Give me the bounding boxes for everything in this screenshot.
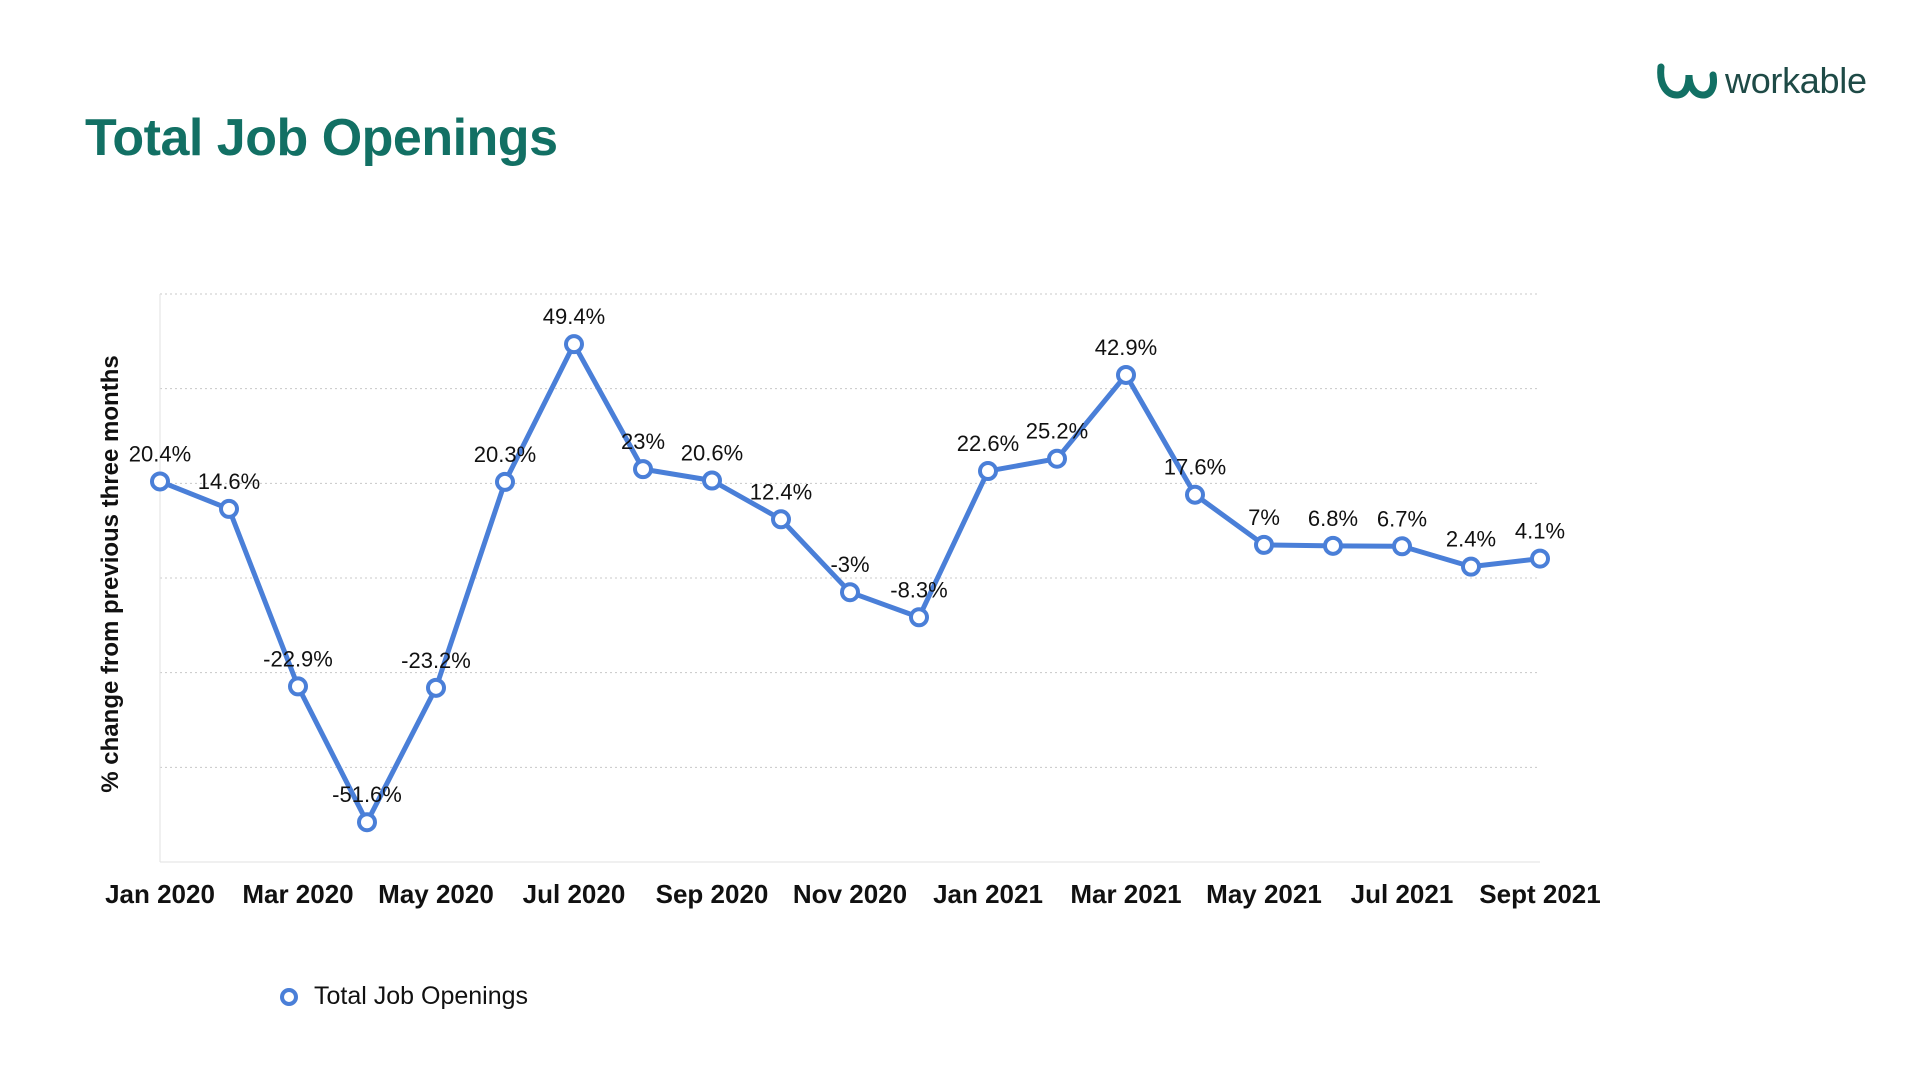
data-point — [426, 677, 446, 698]
y-axis-label: % change from previous three months — [97, 355, 124, 792]
x-tick-label: Nov 2020 — [793, 879, 907, 909]
data-label: 2.4% — [1446, 527, 1496, 552]
data-label: 14.6% — [198, 469, 260, 494]
data-label: 12.4% — [750, 479, 812, 504]
data-label: 42.9% — [1095, 335, 1157, 360]
data-label: 6.7% — [1377, 506, 1427, 531]
x-tick-label: Jan 2021 — [933, 879, 1043, 909]
data-point — [978, 461, 998, 482]
x-tick-label: Jul 2021 — [1351, 879, 1454, 909]
chart-title: Total Job Openings — [85, 109, 558, 167]
data-label: 49.4% — [543, 304, 605, 329]
data-point — [1047, 448, 1067, 469]
data-point — [288, 676, 308, 697]
x-tick-label: Jan 2020 — [105, 879, 215, 909]
data-points — [150, 334, 1550, 833]
data-label: -8.3% — [890, 577, 947, 602]
data-label: 7% — [1248, 505, 1280, 530]
data-label: 6.8% — [1308, 506, 1358, 531]
x-tick-label: Mar 2020 — [242, 879, 353, 909]
x-tick-label: Mar 2021 — [1070, 879, 1181, 909]
data-label: 20.3% — [474, 442, 536, 467]
logo-text: workable — [1725, 60, 1867, 101]
workable-w-icon — [1657, 63, 1717, 99]
data-point — [357, 812, 377, 833]
data-label: 23% — [621, 429, 665, 454]
data-point — [495, 471, 515, 492]
data-label: -23.2% — [401, 648, 471, 673]
legend-marker-icon — [280, 987, 298, 1006]
data-point — [1185, 484, 1205, 505]
data-label: -51.6% — [332, 782, 402, 807]
data-point — [909, 607, 929, 628]
x-tick-labels: Jan 2020 Mar 2020 May 2020 Jul 2020 Sep 2020… — [105, 879, 1601, 909]
data-labels: 20.4% 14.6% -22.9% -51.6% -23.2% 20.3% 49.4% 23… — [129, 304, 1565, 807]
data-point — [1323, 535, 1343, 556]
data-label: 25.2% — [1026, 419, 1088, 444]
data-point — [1392, 536, 1412, 557]
legend: Total Job Openings — [278, 982, 528, 1011]
grid-lines — [160, 293, 1540, 768]
data-point — [771, 509, 791, 530]
data-label: -22.9% — [263, 646, 333, 671]
data-point — [633, 459, 653, 480]
x-tick-label: May 2020 — [378, 879, 494, 909]
data-point — [1254, 534, 1274, 555]
data-label: 20.6% — [681, 440, 743, 465]
data-label: 22.6% — [957, 431, 1019, 456]
legend-label: Total Job Openings — [314, 982, 529, 1010]
data-point — [150, 471, 170, 492]
data-point — [702, 470, 722, 491]
x-tick-label: Jul 2020 — [523, 879, 626, 909]
data-point — [1461, 556, 1481, 577]
data-point — [1530, 548, 1550, 569]
data-label: 17.6% — [1164, 455, 1226, 480]
data-point — [564, 334, 584, 355]
data-point — [219, 498, 239, 519]
workable-logo: workable — [1655, 60, 1867, 102]
data-label: 20.4% — [129, 441, 191, 466]
x-tick-label: Sept 2021 — [1479, 879, 1600, 909]
data-point — [1116, 364, 1136, 385]
data-label: 4.1% — [1515, 519, 1565, 544]
data-point — [840, 582, 860, 603]
x-tick-label: May 2021 — [1206, 879, 1322, 909]
x-tick-label: Sep 2020 — [656, 879, 769, 909]
data-label: -3% — [830, 552, 869, 577]
